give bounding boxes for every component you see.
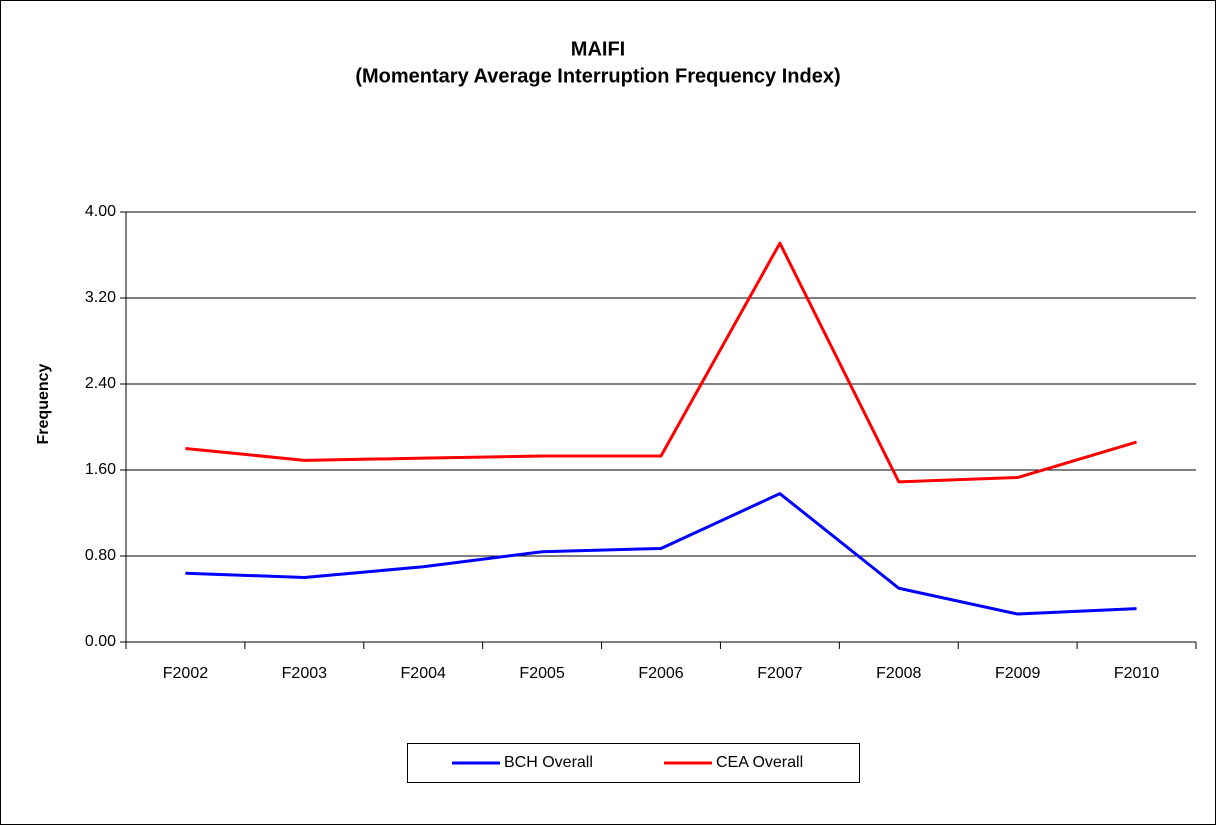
- series-line: [185, 492, 1137, 616]
- x-tick-label: F2009: [995, 665, 1040, 682]
- x-tick-label: F2005: [519, 665, 564, 682]
- x-tick-label: F2010: [1114, 665, 1159, 682]
- x-tick-label: F2007: [757, 665, 802, 682]
- y-tick-label: 3.20: [85, 289, 116, 306]
- legend-label: CEA Overall: [716, 754, 803, 771]
- chart-subtitle: (Momentary Average Interruption Frequenc…: [355, 65, 840, 87]
- legend-label: BCH Overall: [504, 754, 593, 771]
- y-tick-label: 0.00: [85, 633, 116, 650]
- y-tick-label: 1.60: [85, 461, 116, 478]
- x-tick-label: F2004: [401, 665, 446, 682]
- x-tick-label: F2008: [876, 665, 921, 682]
- y-tick-label: 4.00: [85, 203, 116, 220]
- x-tick-label: F2003: [282, 665, 327, 682]
- chart-title: MAIFI: [571, 38, 625, 60]
- x-tick-label: F2006: [638, 665, 683, 682]
- y-axis-label: Frequency: [35, 363, 52, 444]
- y-tick-label: 2.40: [85, 375, 116, 392]
- series-line: [185, 241, 1137, 484]
- x-tick-label: F2002: [163, 665, 208, 682]
- y-tick-label: 0.80: [85, 547, 116, 564]
